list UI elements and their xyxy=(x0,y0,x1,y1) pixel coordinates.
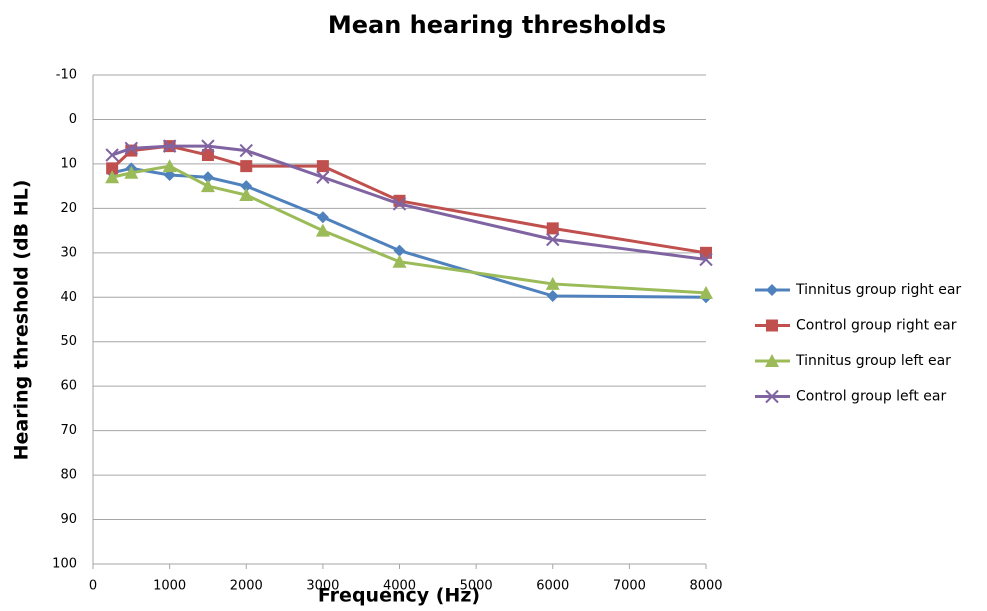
x-tick-label: 5000 xyxy=(460,579,493,594)
chart-title: Mean hearing thresholds xyxy=(328,11,666,39)
y-tick-label: 20 xyxy=(60,201,77,216)
x-tick-label: 2000 xyxy=(230,579,263,594)
data-point xyxy=(105,170,120,184)
data-point xyxy=(315,223,330,237)
x-tick-label: 7000 xyxy=(613,579,646,594)
data-point xyxy=(201,149,214,162)
data-point xyxy=(392,254,407,268)
data-point xyxy=(545,276,560,290)
data-point xyxy=(316,170,330,184)
legend-label: Tinnitus group left ear xyxy=(795,353,951,369)
y-tick-label: 60 xyxy=(60,379,77,394)
data-point xyxy=(200,179,215,193)
y-tick-label: 80 xyxy=(60,468,77,483)
y-tick-label: 0 xyxy=(69,112,77,127)
data-point xyxy=(393,244,406,257)
data-point xyxy=(699,285,713,299)
x-tick-label: 8000 xyxy=(689,579,722,594)
x-tick-label: 0 xyxy=(89,579,97,594)
series-line xyxy=(111,166,707,299)
legend-label: Control group left ear xyxy=(796,389,946,405)
data-point xyxy=(700,246,712,259)
data-point xyxy=(546,222,559,235)
data-point xyxy=(316,211,329,224)
x-tick-label: 6000 xyxy=(536,579,569,594)
legend-label: Control group right ear xyxy=(796,318,957,334)
x-tick-label: 4000 xyxy=(383,579,416,594)
y-tick-label: 50 xyxy=(60,334,77,349)
data-point xyxy=(105,148,119,162)
data-point xyxy=(124,141,139,156)
y-tick-label: 30 xyxy=(60,245,77,260)
legend-marker xyxy=(766,319,778,332)
data-point xyxy=(316,160,329,173)
x-tick-label: 1000 xyxy=(153,579,186,594)
legend-label: Tinnitus group right ear xyxy=(795,282,961,298)
y-tick-label: -10 xyxy=(56,68,77,83)
legend-marker xyxy=(765,389,779,404)
data-point xyxy=(240,180,253,193)
y-tick-label: 100 xyxy=(52,557,77,572)
data-point xyxy=(124,165,139,179)
data-point xyxy=(239,188,254,202)
data-point xyxy=(546,289,559,302)
data-point xyxy=(239,143,253,158)
data-point xyxy=(201,139,215,153)
series-line xyxy=(111,144,707,255)
data-point xyxy=(201,171,214,184)
y-axis-label: Hearing threshold (dB HL) xyxy=(11,180,33,461)
data-point xyxy=(162,139,177,153)
y-tick-label: 90 xyxy=(60,512,77,527)
data-point xyxy=(392,197,407,211)
series-line xyxy=(111,164,707,295)
y-tick-label: 70 xyxy=(60,423,77,438)
x-tick-label: 3000 xyxy=(306,579,339,594)
legend-marker xyxy=(766,284,778,296)
legend-marker xyxy=(765,354,779,367)
data-point xyxy=(699,252,713,267)
y-tick-label: 10 xyxy=(60,156,77,171)
y-tick-label: 40 xyxy=(60,290,77,305)
data-point xyxy=(106,162,119,175)
x-axis-label: Frequency (Hz) xyxy=(318,585,480,607)
data-point xyxy=(240,160,253,173)
data-point xyxy=(546,232,560,247)
data-point xyxy=(162,159,177,173)
